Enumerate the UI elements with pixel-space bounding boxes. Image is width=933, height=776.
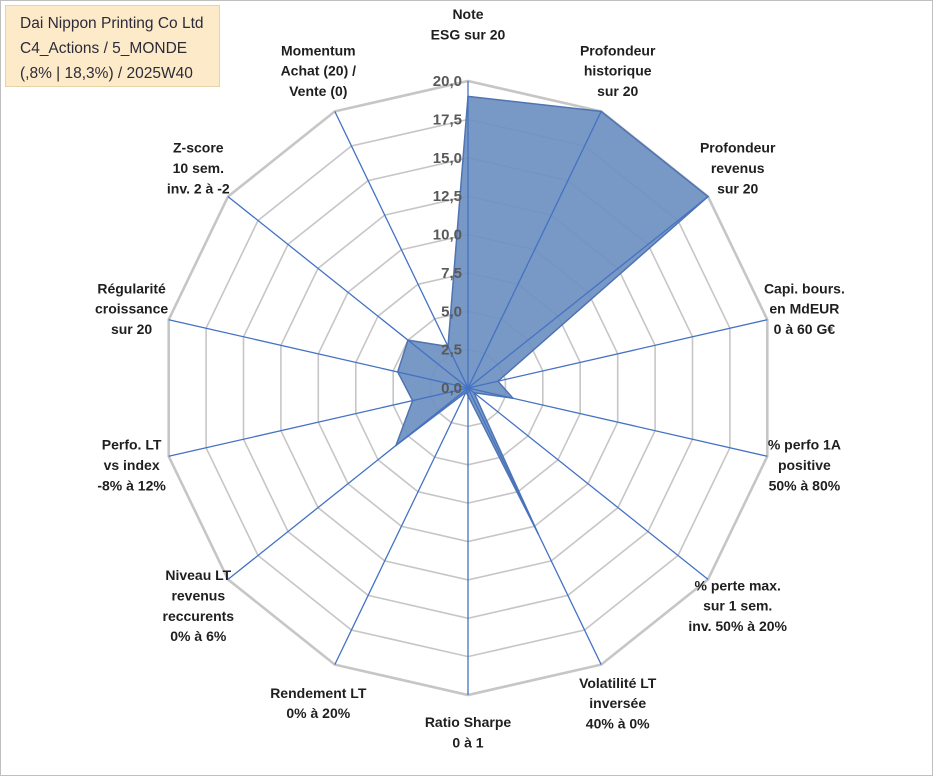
- axis-spoke: [168, 387, 469, 457]
- radar-spokes: [168, 81, 768, 695]
- tick-label: 0,0: [441, 380, 462, 397]
- axis-spoke: [467, 196, 709, 389]
- axis-label: Momentum Achat (20) / Vente (0): [281, 42, 357, 99]
- axis-label: % perte max. sur 1 sem. inv. 50% à 20%: [688, 577, 787, 634]
- axis-label: Ratio Sharpe 0 à 1: [425, 714, 512, 750]
- axis-spoke: [334, 111, 469, 389]
- axis-spoke: [227, 387, 469, 580]
- radar-axis-labels: Note ESG sur 20 Profondeur historique sur 20…: [95, 6, 845, 750]
- axis-label: Capi. bours. en MdEUR 0 à 60 G€: [764, 280, 845, 337]
- axis-spoke: [467, 319, 768, 389]
- tick-label: 10,0: [433, 227, 462, 244]
- axis-spoke: [227, 196, 469, 389]
- axis-label: % perfo 1A positive 50% à 80%: [768, 437, 841, 494]
- tick-label: 12,5: [433, 188, 462, 205]
- axis-spoke: [467, 387, 602, 665]
- title-company: Dai Nippon Printing Co Ltd: [20, 15, 204, 32]
- axis-spoke: [467, 111, 602, 389]
- tick-label: 7,5: [441, 265, 462, 282]
- axis-spoke: [334, 387, 469, 665]
- tick-label: 5,0: [441, 303, 462, 320]
- title-stats: (,8% | 18,3%) / 2025W40: [20, 65, 193, 82]
- axis-label: Régularité croissance sur 20: [95, 280, 168, 337]
- tick-label: 2,5: [441, 342, 462, 359]
- title-category: C4_Actions / 5_MONDE: [20, 40, 188, 57]
- tick-label: 15,0: [433, 150, 462, 167]
- radar-tick-labels: 0,0 2,5 5,0 7,5 10,0 12,5 15,0 17,5 20,0: [433, 73, 462, 397]
- axis-label: Profondeur historique sur 20: [580, 42, 656, 99]
- axis-label: Profondeur revenus sur 20: [700, 140, 776, 197]
- axis-label: Niveau LT revenus reccurents 0% à 6%: [163, 567, 235, 644]
- tick-label: 17,5: [433, 111, 462, 128]
- axis-spoke: [467, 387, 768, 457]
- axis-label: Z-score 10 sem. inv. 2 à -2: [167, 140, 230, 197]
- title-box: Dai Nippon Printing Co Ltd C4_Actions / …: [5, 5, 220, 87]
- axis-label: Rendement LT 0% à 20%: [270, 685, 367, 721]
- axis-spoke: [168, 319, 469, 389]
- axis-spoke: [467, 387, 709, 580]
- tick-label: 20,0: [433, 73, 462, 90]
- axis-label: Perfo. LT vs index -8% à 12%: [97, 437, 166, 494]
- axis-label: Volatilité LT inversée 40% à 0%: [579, 675, 657, 732]
- axis-label: Note ESG sur 20: [431, 6, 506, 42]
